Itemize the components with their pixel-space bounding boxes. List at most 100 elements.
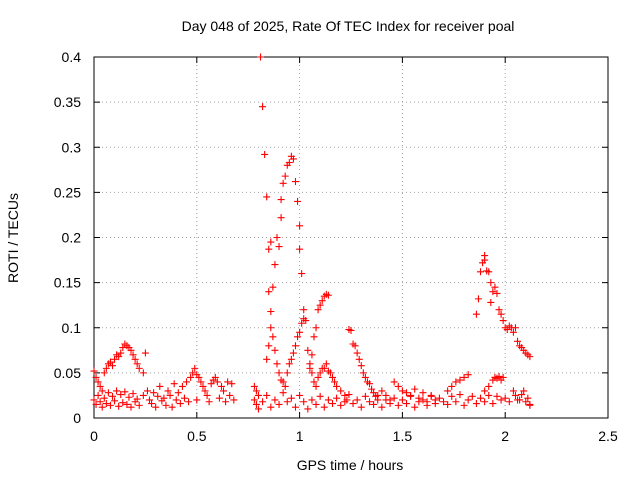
data-point: [250, 382, 258, 390]
data-point: [217, 382, 225, 390]
data-point: [201, 387, 209, 395]
data-point: [522, 398, 530, 406]
data-point: [291, 342, 299, 350]
data-point: [477, 268, 485, 276]
data-point: [366, 380, 374, 388]
data-point: [220, 387, 228, 395]
data-point: [435, 394, 443, 402]
data-point: [261, 150, 269, 158]
data-point: [117, 349, 125, 357]
data-point: [174, 389, 182, 397]
data-point: [296, 222, 304, 230]
data-point: [90, 367, 98, 375]
data-point: [267, 403, 275, 411]
data-point: [117, 391, 125, 399]
data-point: [485, 391, 493, 399]
data-point: [314, 306, 322, 314]
data-point: [257, 53, 265, 61]
data-point: [143, 387, 151, 395]
data-point: [271, 261, 279, 269]
data-point: [316, 369, 324, 377]
data-point: [172, 396, 180, 404]
data-point: [92, 373, 100, 381]
data-point: [444, 400, 452, 408]
data-point: [96, 382, 104, 390]
data-point: [90, 396, 98, 404]
data-point: [509, 387, 517, 395]
data-point: [269, 283, 277, 291]
data-point: [129, 351, 137, 359]
data-point: [460, 401, 468, 409]
data-point: [197, 378, 205, 386]
data-point: [499, 373, 507, 381]
x-tick-label: 2: [501, 428, 509, 444]
data-point: [526, 401, 534, 409]
data-point: [189, 369, 197, 377]
data-point: [526, 353, 534, 361]
data-point: [215, 394, 223, 402]
data-point: [285, 159, 293, 167]
data-point: [141, 349, 149, 357]
data-point: [485, 382, 493, 390]
data-point: [518, 391, 526, 399]
data-point: [275, 243, 283, 251]
data-point: [403, 389, 411, 397]
data-point: [378, 387, 386, 395]
data-point: [423, 401, 431, 409]
data-point: [121, 388, 129, 396]
data-point: [505, 398, 513, 406]
data-point: [361, 392, 369, 400]
data-point: [403, 400, 411, 408]
data-point: [337, 387, 345, 395]
data-point: [100, 369, 108, 377]
data-point: [351, 342, 359, 350]
data-point: [298, 319, 306, 327]
data-point: [308, 369, 316, 377]
data-point: [310, 378, 318, 386]
data-point: [407, 392, 415, 400]
data-point: [314, 373, 322, 381]
data-point: [378, 403, 386, 411]
data-point: [394, 401, 402, 409]
x-tick-label: 2.5: [598, 428, 618, 444]
data-point: [160, 394, 168, 402]
data-point: [415, 398, 423, 406]
x-tick-label: 0: [90, 428, 98, 444]
x-axis-label: GPS time / hours: [297, 457, 404, 473]
data-point: [254, 405, 262, 413]
data-point: [263, 355, 271, 363]
data-point: [324, 396, 332, 404]
data-point: [487, 279, 495, 287]
data-point: [289, 349, 297, 357]
y-tick-label: 0.15: [54, 275, 81, 291]
data-point: [146, 396, 154, 404]
data-point: [460, 373, 468, 381]
data-point: [322, 360, 330, 368]
y-tick-label: 0.05: [54, 365, 81, 381]
axis-ticks: 0 0.5 1 1.5 2 2.5 0 0.05 0.1 0.15 0.2 0.25 0.3 0.35 0.…: [54, 49, 618, 444]
data-point: [133, 395, 141, 403]
data-point: [431, 400, 439, 408]
data-point: [162, 401, 170, 409]
data-point: [308, 351, 316, 359]
data-point: [277, 196, 285, 204]
data-point: [357, 403, 365, 411]
data-point: [398, 396, 406, 404]
data-point: [497, 396, 505, 404]
data-point: [481, 398, 489, 406]
data-point: [228, 380, 236, 388]
data-point: [474, 295, 482, 303]
data-point: [495, 306, 503, 314]
data-point: [150, 389, 158, 397]
data-point: [98, 403, 106, 411]
data-point: [472, 310, 480, 318]
data-point: [252, 387, 260, 395]
data-point: [199, 382, 207, 390]
data-point: [452, 398, 460, 406]
data-point: [176, 400, 184, 408]
data-point: [265, 342, 273, 350]
data-point: [390, 394, 398, 402]
data-point: [501, 394, 509, 402]
data-point: [353, 396, 361, 404]
data-point: [119, 399, 127, 407]
